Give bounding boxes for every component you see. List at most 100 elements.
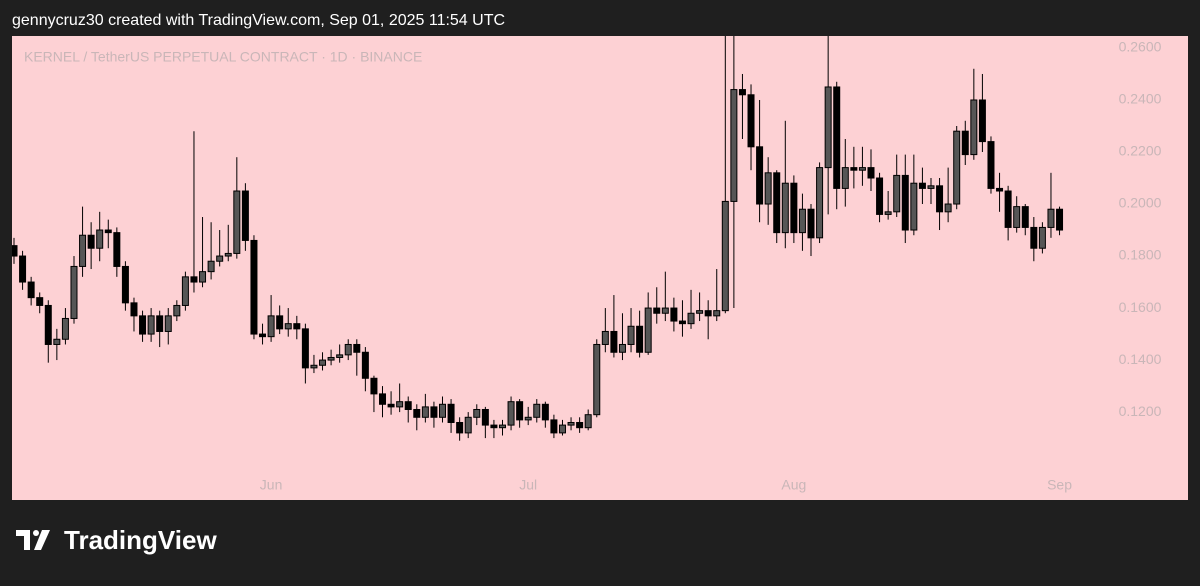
candle-body [773,172,781,234]
candle-body [344,343,352,356]
candle-body [678,320,686,325]
candle-body [156,315,164,332]
candle-body [610,330,618,353]
candle-body [1038,226,1046,249]
candle-body [353,343,361,353]
candle-body [618,343,626,353]
candle-body [259,333,267,338]
candle-body [850,167,858,171]
candle-body [121,265,129,304]
y-tick-label: 0.2000 [1119,195,1162,211]
x-tick-label: Jul [519,477,537,493]
candle-body [164,315,172,332]
candle-body [541,403,549,421]
candle-body [498,424,506,429]
candle-body [481,408,489,426]
brand: TradingView [64,525,217,555]
candle-body [370,377,378,395]
candle-body [670,307,678,322]
candle-body [816,167,824,239]
logo-dot [33,530,39,536]
candle-body [978,99,986,143]
candle-body [439,403,446,418]
candle-body [961,130,969,156]
candle-body [893,174,901,213]
candle-body [790,182,798,234]
candle-body [918,182,926,189]
candle-body [12,245,18,257]
y-tick-label: 0.1600 [1119,299,1162,315]
candle-body [764,172,772,205]
candle-body [876,177,884,215]
candle-body [798,208,806,234]
candle-body [387,403,395,408]
candle-body [336,354,344,358]
candle-body [79,234,87,267]
chart-pane [12,36,1188,500]
candle-body [276,315,284,330]
candle-body [327,356,335,361]
candle-body [464,416,472,434]
candle-body [567,421,575,426]
candle-body [379,393,387,405]
candle-body [704,310,712,317]
candle-body [884,211,892,215]
candle-body [721,200,729,312]
candle-body [96,229,104,249]
candle-body [224,252,232,257]
candle-body [550,419,558,434]
y-tick-label: 0.2400 [1119,91,1162,107]
candle-body [1013,206,1021,228]
y-tick-label: 0.2600 [1119,39,1162,55]
logo-shape [16,530,30,550]
candle-body [207,260,215,273]
candle-body [1004,190,1012,228]
x-tick-label: Jun [260,477,283,493]
candle-body [524,416,532,421]
candle-body [910,182,918,231]
candle-body [310,364,318,369]
candle-body [421,406,429,418]
candle-body [447,403,455,423]
candle-body [473,408,481,418]
candle-body [738,89,746,96]
candle-body [696,310,704,314]
candle-body [627,325,635,345]
candle-body [413,408,421,418]
candle-body [970,99,978,156]
candle-body [756,146,764,205]
candle-body [19,255,27,283]
candle-body [173,304,181,317]
candle-body [807,208,815,239]
header-text: gennycruz30 created with TradingView.com… [12,12,505,29]
candle-body [996,187,1004,192]
y-tick-label: 0.1800 [1119,247,1162,263]
y-tick-label: 0.2200 [1119,143,1162,159]
candle-body [130,302,138,317]
candle-body [833,86,841,189]
candle-body [644,307,652,353]
candle-body [490,424,498,429]
candle-body [241,190,249,241]
candle-body [584,414,592,429]
candle-body [901,174,909,231]
candle-body [601,330,609,345]
candle-body [944,203,952,213]
candle-body [781,182,789,234]
symbol-legend: KERNEL / TetherUS PERPETUAL CONTRACT · 1… [24,49,422,65]
candle-body [747,94,755,148]
candle-body [713,310,721,317]
candle-body [593,343,601,416]
candle-body [558,424,566,434]
candle-body [730,89,738,202]
candle-body [953,130,961,205]
logo [16,530,50,550]
candle-body [113,232,121,267]
candle-body [139,315,147,335]
candle-body [181,276,189,306]
candle-body [190,276,198,283]
candle-body [841,167,849,189]
candle-body [284,323,292,330]
